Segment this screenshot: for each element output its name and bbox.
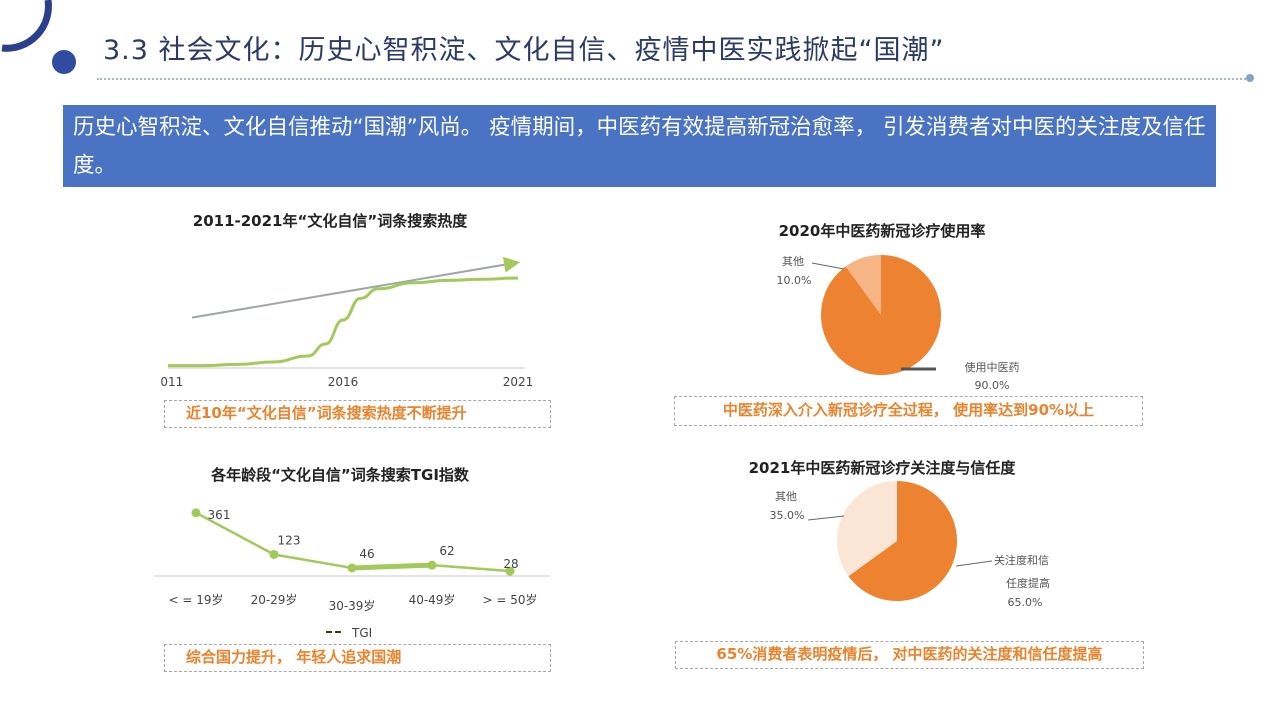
tgi-x-category: 40-49岁 — [409, 592, 456, 607]
tgi-legend-label: TGI — [351, 626, 372, 640]
tgi-point — [427, 560, 437, 570]
pie-slice-main — [848, 481, 957, 601]
tgi-line-segment — [431, 563, 511, 573]
tgi-data-label: 62 — [439, 544, 454, 558]
pie-leader-other — [811, 262, 845, 270]
trend-arrow-line — [191, 256, 520, 319]
usage-pie-title: 2020年中医药新冠诊疗使用率 — [778, 222, 986, 240]
trust-caption: 65%消费者表明疫情后， 对中医药的关注度和信任度提高 — [675, 641, 1144, 669]
pie-slice-other — [845, 255, 881, 315]
corner-arc — [1, 0, 52, 52]
tgi-line-segment — [273, 553, 353, 570]
tgi-line-segment — [351, 562, 433, 571]
search-heat-chart: 2011 2016 2021 — [160, 256, 534, 389]
trust-pie-title: 2021年中医药新冠诊疗关注度与信任度 — [748, 459, 1016, 477]
tgi-point — [505, 566, 515, 576]
tgi-x-category: < = 19岁 — [168, 592, 223, 607]
tgi-point — [347, 563, 357, 573]
usage-caption: 中医药深入介入新冠诊疗全过程， 使用率达到90%以上 — [674, 396, 1143, 426]
tgi-data-label: 28 — [503, 557, 518, 571]
tgi-point — [269, 549, 279, 559]
tgi-point — [191, 508, 201, 518]
pie-leader-main — [955, 560, 993, 567]
search-heat-x-tick: 2016 — [328, 375, 359, 389]
pie-value-main: 90.0% — [975, 379, 1010, 392]
tgi-chart: 361 123 46 62 28 < = 19岁 20-29岁 30-39岁 40-49岁 > =… — [154, 508, 550, 640]
pie-leader-other — [807, 515, 845, 521]
tgi-data-label: 361 — [208, 508, 231, 522]
tgi-chart-title: 各年龄段“文化自信”词条搜索TGI指数 — [211, 466, 469, 484]
page-title: 3.3 社会文化：历史心智积淀、文化自信、疫情中医实践掀起“国潮” — [103, 35, 945, 66]
pie-label-main: 使用中医药 — [965, 361, 1020, 374]
search-heat-curve — [167, 276, 519, 368]
tgi-x-category: 30-39岁 — [329, 598, 376, 613]
usage-pie-chart: 其他 10.0% 使用中医药 90.0% — [777, 255, 1020, 392]
pie-value-main: 65.0% — [1008, 596, 1043, 609]
pie-slice-other — [837, 481, 897, 577]
pie-label-main-line2: 任度提高 — [1006, 576, 1050, 590]
search-heat-x-tick: 2011 — [160, 375, 183, 389]
trust-pie-chart: 其他 35.0% 关注度和信任度提高 65.0% — [770, 481, 1050, 609]
summary-banner: 历史心智积淀、文化自信推动“国潮”风尚。 疫情期间，中医药有效提高新冠治愈率， … — [63, 105, 1216, 187]
pie-label-other: 其他 — [775, 490, 797, 503]
tgi-line-segment — [195, 511, 275, 556]
search-heat-caption: 近10年“文化自信”词条搜索热度不断提升 — [164, 400, 551, 428]
corner-decoration — [1, 0, 76, 74]
divider-end-dot — [1246, 74, 1254, 82]
search-heat-x-tick: 2021 — [503, 375, 534, 389]
search-heat-chart-title: 2011-2021年“文化自信”词条搜索热度 — [192, 212, 468, 230]
pie-label-other: 其他 — [782, 255, 804, 268]
title-divider — [97, 78, 1249, 80]
corner-dot — [52, 50, 76, 74]
pie-value-other: 10.0% — [777, 274, 812, 287]
tgi-x-category: 20-29岁 — [251, 592, 298, 607]
pie-value-other: 35.0% — [770, 509, 805, 522]
tgi-data-label: 123 — [278, 533, 301, 547]
tgi-data-label: 46 — [359, 547, 374, 561]
tgi-x-category: > = 50岁 — [482, 592, 537, 607]
pie-label-main-line1: 关注度和信 — [994, 553, 1049, 567]
tgi-caption: 综合国力提升， 年轻人追求国潮 — [164, 644, 551, 672]
pie-slice-main — [821, 255, 941, 375]
